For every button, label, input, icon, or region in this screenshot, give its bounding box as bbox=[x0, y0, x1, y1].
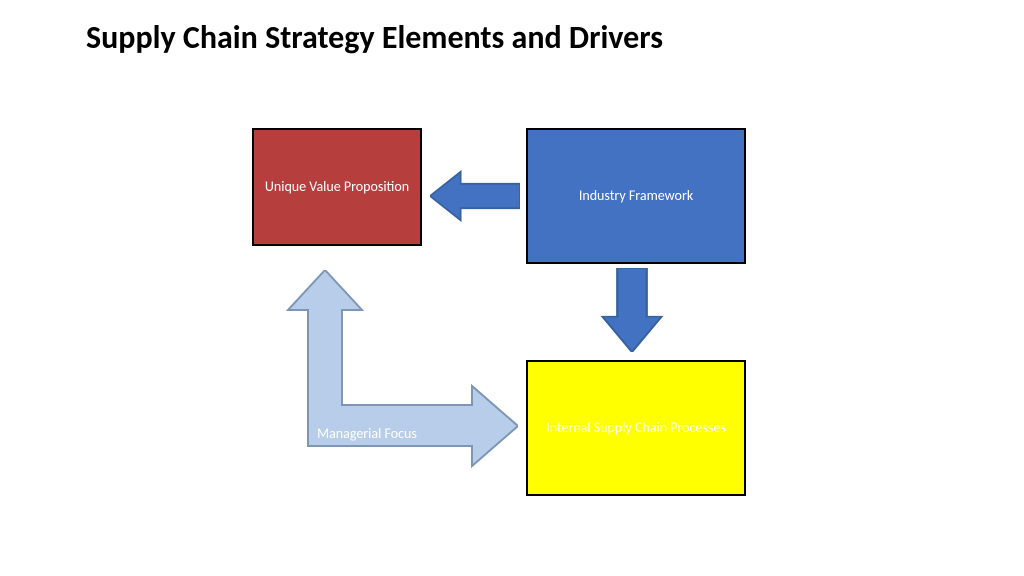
arrow-down-shape bbox=[603, 268, 662, 352]
box-industry-framework: Industry Framework bbox=[526, 128, 746, 264]
page-title: Supply Chain Strategy Elements and Drive… bbox=[86, 18, 846, 57]
arrow-left-shape bbox=[430, 172, 520, 221]
box-internal-supply-chain-processes: Internal Supply Chain Processes bbox=[526, 360, 746, 496]
box-uvp-label: Unique Value Proposition bbox=[265, 178, 409, 196]
box-internal-label: Internal Supply Chain Processes bbox=[546, 419, 726, 437]
arrow-industry-to-uvp bbox=[430, 168, 520, 224]
arrow-managerial-focus-bidirectional bbox=[270, 270, 518, 488]
box-industry-label: Industry Framework bbox=[579, 187, 693, 205]
box-unique-value-proposition: Unique Value Proposition bbox=[252, 128, 422, 246]
arrow-industry-to-internal bbox=[598, 268, 666, 352]
label-managerial-focus: Managerial Focus bbox=[312, 414, 422, 454]
diagram-canvas: { "title": { "text": "Supply Chain Strat… bbox=[0, 0, 1024, 576]
